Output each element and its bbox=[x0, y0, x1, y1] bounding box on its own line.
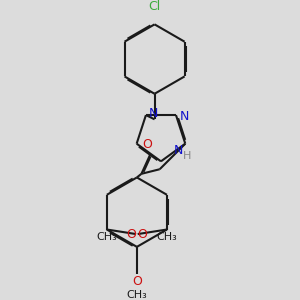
Text: N: N bbox=[179, 110, 189, 123]
Text: CH₃: CH₃ bbox=[156, 232, 177, 242]
Text: CH₃: CH₃ bbox=[127, 290, 147, 300]
Text: O: O bbox=[142, 138, 152, 151]
Text: N: N bbox=[173, 145, 183, 158]
Text: O: O bbox=[126, 228, 136, 241]
Text: O: O bbox=[132, 275, 142, 288]
Text: H: H bbox=[183, 151, 191, 160]
Text: Cl: Cl bbox=[148, 0, 161, 14]
Text: N: N bbox=[148, 107, 158, 120]
Text: CH₃: CH₃ bbox=[97, 232, 118, 242]
Text: O: O bbox=[137, 228, 147, 241]
